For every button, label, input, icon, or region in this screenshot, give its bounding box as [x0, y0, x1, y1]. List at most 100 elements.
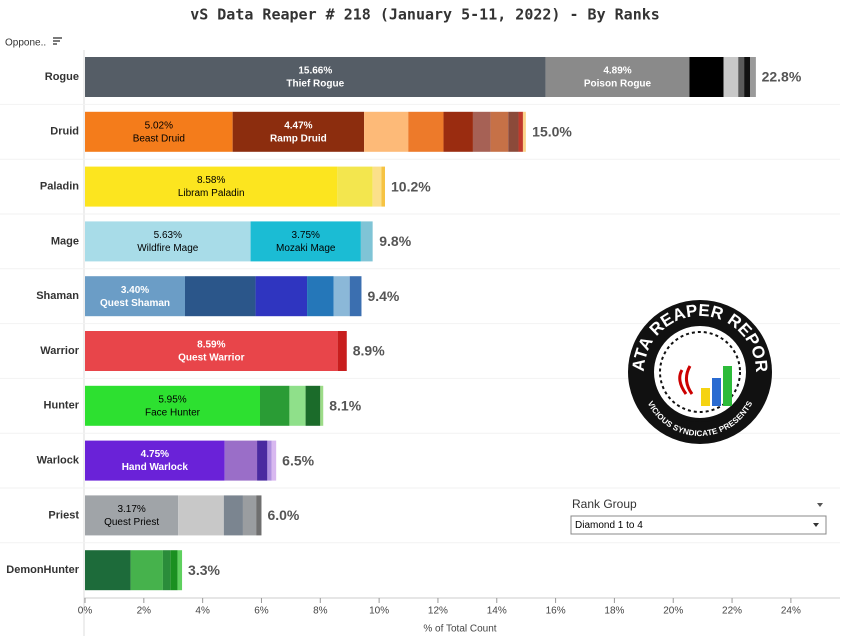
bar-segment [255, 276, 308, 317]
segment-name-label: Hand Warlock [122, 462, 189, 473]
segment-value-label: 8.59% [197, 340, 225, 351]
bar-segment [545, 57, 690, 97]
bar-segment [185, 276, 256, 317]
bar-segment [130, 550, 163, 591]
segment-name-label: Face Hunter [145, 407, 201, 418]
x-tick-label: 2% [137, 606, 152, 617]
bar-segment [337, 331, 347, 371]
bar-segment [85, 440, 225, 481]
segment-value-label: 3.75% [292, 230, 320, 241]
bar-segment [85, 57, 546, 97]
bar-segment [360, 221, 373, 262]
bar-segment [267, 440, 272, 481]
bar-segment [372, 166, 382, 207]
segment-name-label: Ramp Druid [270, 133, 327, 144]
segment-name-label: Libram Paladin [178, 188, 245, 199]
segment-name-label: Poison Rogue [584, 79, 652, 90]
dropdown-arrow[interactable] [813, 523, 819, 527]
bar-segment [723, 57, 739, 97]
x-tick-label: 24% [781, 606, 801, 617]
dropdown-box[interactable] [570, 515, 827, 535]
x-tick-label: 6% [254, 606, 269, 617]
segment-value-label: 3.17% [117, 504, 145, 515]
bar-segment [337, 166, 373, 207]
category-label: Warlock [37, 455, 80, 467]
total-label: 8.1% [329, 398, 361, 414]
bar-segment [232, 111, 365, 152]
category-label: Warrior [40, 345, 79, 357]
bar-segment [85, 385, 260, 426]
total-label: 8.9% [353, 343, 385, 359]
category-label: DemonHunter [6, 564, 79, 576]
total-label: 6.0% [267, 507, 299, 523]
bar-segment [408, 111, 444, 152]
bar-segment [256, 495, 262, 536]
bar-segment [85, 111, 233, 152]
dropdown-value[interactable]: Diamond 1 to 4 [575, 520, 643, 531]
category-label: Priest [48, 509, 79, 521]
bar-segment [381, 166, 385, 207]
category-label: Mage [51, 235, 79, 247]
category-label: Shaman [36, 290, 79, 302]
category-label: Paladin [40, 181, 79, 193]
x-axis-title: % of Total Count [423, 624, 496, 635]
bar-segment [364, 111, 409, 152]
segment-value-label: 5.63% [154, 230, 182, 241]
x-tick-label: 20% [663, 606, 683, 617]
total-label: 3.3% [188, 562, 220, 578]
bar-segment [162, 550, 171, 591]
bar-segment [443, 111, 473, 152]
x-tick-label: 12% [428, 606, 448, 617]
bar-segment [490, 111, 509, 152]
bar-segment [85, 331, 338, 371]
segment-value-label: 3.40% [121, 285, 149, 296]
segment-value-label: 5.95% [158, 394, 186, 405]
filter-dropdown[interactable]: Diamond 1 to 4 [570, 515, 827, 535]
bar-segment [307, 276, 334, 317]
bar-segment [85, 550, 131, 591]
segment-value-label: 4.47% [284, 120, 312, 131]
bar-segment [522, 111, 526, 152]
x-tick-label: 10% [369, 606, 389, 617]
bar-segment [178, 495, 224, 536]
segment-value-label: 4.89% [603, 66, 631, 77]
bar-segment [472, 111, 491, 152]
segment-name-label: Quest Warrior [178, 353, 244, 364]
segment-value-label: 5.02% [145, 120, 173, 131]
bar-segment [242, 495, 257, 536]
category-label: Hunter [44, 400, 80, 412]
chart-title: vS Data Reaper # 218 (January 5-11, 2022… [190, 6, 660, 24]
bar-segment [224, 440, 258, 481]
x-tick-label: 4% [195, 606, 210, 617]
bar-segment [689, 57, 724, 97]
total-label: 10.2% [391, 178, 431, 194]
x-tick-label: 14% [487, 606, 507, 617]
segment-value-label: 8.58% [197, 175, 225, 186]
bar-segment [349, 276, 362, 317]
bar-segment [177, 550, 183, 591]
total-label: 9.4% [367, 288, 399, 304]
filter-menu[interactable] [817, 503, 823, 507]
row-header[interactable]: Oppone.. [5, 38, 46, 49]
total-label: 15.0% [532, 124, 572, 140]
total-label: 22.8% [762, 69, 802, 85]
segment-value-label: 4.75% [141, 449, 169, 460]
bar-segment [320, 385, 324, 426]
bar-segment [271, 440, 277, 481]
bar-segment [257, 440, 268, 481]
bar-segment [744, 57, 750, 97]
bar-segment [85, 221, 251, 262]
segment-name-label: Quest Shaman [100, 298, 170, 309]
segment-name-label: Beast Druid [133, 133, 185, 144]
bar-segment [85, 276, 185, 317]
bar-segment [750, 57, 756, 97]
bar-segment [738, 57, 745, 97]
segment-name-label: Thief Rogue [286, 79, 344, 90]
bar-segment [289, 385, 306, 426]
x-tick-label: 22% [722, 606, 742, 617]
bar-segment [223, 495, 243, 536]
sort-icon[interactable] [53, 37, 62, 45]
bar-segment [85, 495, 179, 536]
total-label: 9.8% [379, 233, 411, 249]
bar-segment [518, 111, 523, 152]
